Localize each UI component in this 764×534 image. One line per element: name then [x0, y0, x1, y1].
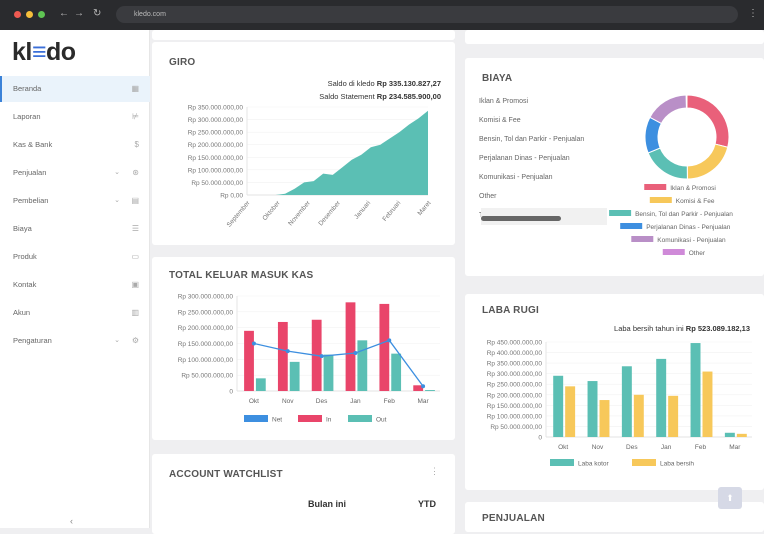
list-icon: ☰ — [131, 224, 139, 233]
penjualan-title: PENJUALAN — [482, 513, 545, 524]
kledo-logo[interactable]: kl≡do — [12, 38, 76, 66]
sidebar-item-laporan[interactable]: Laporan ⊭ — [0, 104, 150, 130]
sidebar-item-label: Biaya — [13, 224, 32, 233]
sidebar-item-label: Beranda — [13, 84, 42, 93]
chevron-down-icon: ⌄ — [114, 169, 120, 176]
gear-icon: ⚙ — [131, 336, 139, 345]
more-options-icon[interactable]: ⋮ — [430, 466, 439, 476]
back-icon[interactable]: ← — [59, 8, 69, 19]
sidebar-item-biaya[interactable]: Biaya ☰ — [0, 216, 150, 242]
sidebar-item-label: Kas & Bank — [13, 140, 53, 149]
book-icon: ▥ — [131, 308, 139, 317]
contact-icon: ▣ — [131, 280, 139, 289]
sidebar-item-akun[interactable]: Akun ▥ — [0, 300, 150, 326]
sidebar-item-label: Pengaturan — [13, 336, 52, 345]
sidebar-item-kontak[interactable]: Kontak ▣ — [0, 272, 150, 298]
sidebar-item-label: Kontak — [13, 280, 37, 289]
sidebar-item-produk[interactable]: Produk ▭ — [0, 244, 150, 270]
maximize-window-button[interactable] — [38, 11, 45, 18]
sidebar-item-penjualan[interactable]: Penjualan ⌄ ⊛ — [0, 160, 150, 186]
chart-icon: ⊭ — [132, 112, 139, 121]
biaya-list-item: Perjalanan Dinas - Penjualan — [479, 155, 570, 162]
horizontal-scrollbar[interactable] — [481, 216, 561, 221]
sidebar-item-beranda[interactable]: Beranda ▦ — [0, 76, 150, 102]
address-bar[interactable]: kledo.com — [116, 6, 738, 23]
card-top-left — [152, 30, 455, 40]
forward-icon[interactable]: → — [74, 8, 84, 19]
box-icon: ▭ — [131, 252, 139, 261]
biaya-title: BIAYA — [482, 73, 513, 84]
sidebar-item-label: Penjualan — [13, 168, 47, 177]
biaya-card: BIAYA Iklan & Promosi Komisi & Fee Bensin,… — [465, 58, 764, 276]
sidebar-item-label: Produk — [13, 252, 37, 261]
biaya-list-item: Komunikasi - Penjualan — [479, 174, 553, 181]
home-icon: ▦ — [131, 84, 139, 93]
dollar-icon: $ — [134, 140, 139, 149]
laba-title: LABA RUGI — [482, 305, 539, 316]
watchlist-card: ACCOUNT WATCHLIST ⋮ Bulan ini YTD — [152, 454, 455, 534]
laba-rugi-card: LABA RUGI Laba bersih tahun ini Rp 523.0… — [465, 294, 764, 490]
col-bulan-ini: Bulan ini — [308, 499, 346, 509]
sidebar-item-kas-bank[interactable]: Kas & Bank $ — [0, 132, 150, 158]
close-window-button[interactable] — [14, 11, 21, 18]
url-text: kledo.com — [134, 11, 166, 18]
scroll-to-top-button[interactable]: ⬆ — [718, 487, 742, 509]
kas-card: TOTAL KELUAR MASUK KAS — [152, 257, 455, 440]
chevron-down-icon: ⌄ — [114, 337, 120, 344]
chevron-down-icon: ⌄ — [114, 197, 120, 204]
laba-summary: Laba bersih tahun ini Rp 523.089.182,13 — [614, 324, 750, 333]
col-ytd: YTD — [418, 499, 436, 509]
tag-icon: ⊛ — [132, 168, 139, 177]
sidebar-item-pembelian[interactable]: Pembelian ⌄ ▤ — [0, 188, 150, 214]
sidebar-item-label: Laporan — [13, 112, 41, 121]
bag-icon: ▤ — [131, 196, 139, 205]
biaya-list-item: Komisi & Fee — [479, 117, 521, 124]
biaya-list-item: Bensin, Tol dan Parkir - Penjualan — [479, 136, 585, 143]
sidebar: kl≡do Beranda ▦ Laporan ⊭ Kas & Bank $ Penjual… — [0, 30, 150, 528]
kas-title: TOTAL KELUAR MASUK KAS — [169, 270, 314, 281]
menu-icon[interactable]: ⋮ — [748, 8, 758, 19]
saldo-kledo: Saldo di kledo Rp 335.130.827,27 — [327, 79, 441, 88]
biaya-list-item: Iklan & Promosi — [479, 98, 529, 105]
biaya-list-item: Other — [479, 193, 497, 200]
giro-card: GIRO Saldo di kledo Rp 335.130.827,27 Sa… — [152, 42, 455, 245]
watchlist-title: ACCOUNT WATCHLIST — [169, 469, 283, 480]
browser-toolbar: ← → ↻ kledo.com ⋮ — [0, 0, 764, 30]
penjualan-card: PENJUALAN — [465, 502, 764, 532]
collapse-sidebar-button[interactable]: ‹ — [70, 516, 73, 526]
sidebar-item-label: Pembelian — [13, 196, 49, 205]
saldo-statement: Saldo Statement Rp 234.585.900,00 — [319, 92, 441, 101]
giro-title: GIRO — [169, 57, 196, 68]
minimize-window-button[interactable] — [26, 11, 33, 18]
reload-icon[interactable]: ↻ — [93, 8, 102, 19]
sidebar-item-label: Akun — [13, 308, 31, 317]
sidebar-item-pengaturan[interactable]: Pengaturan ⌄ ⚙ — [0, 328, 150, 354]
card-top-right — [465, 30, 764, 44]
